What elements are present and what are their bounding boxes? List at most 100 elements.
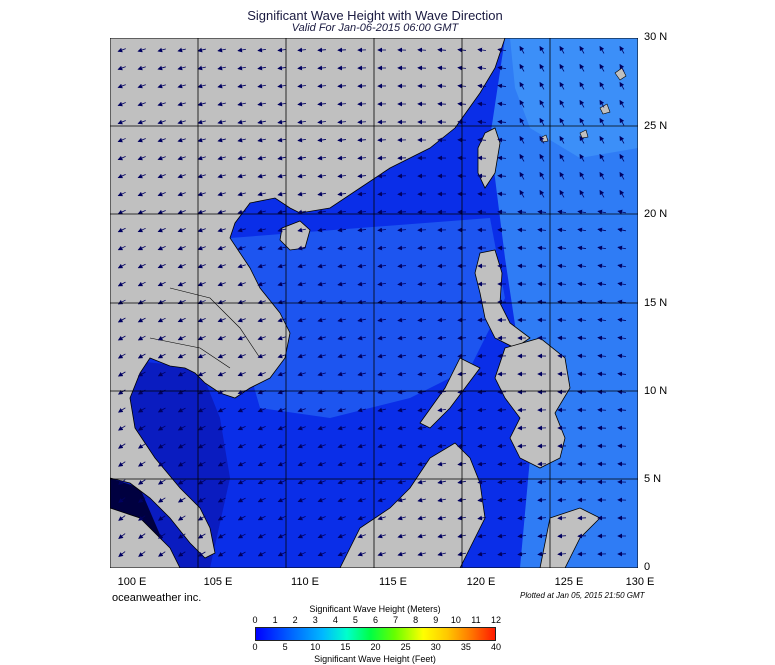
wave-arrow: [118, 443, 126, 449]
wave-arrow: [617, 389, 627, 395]
wave-arrow: [559, 45, 565, 54]
wave-arrow: [397, 443, 406, 449]
wave-arrow: [617, 407, 627, 413]
wave-arrow: [257, 497, 266, 503]
wave-arrow: [497, 551, 507, 557]
wave-arrow: [597, 371, 607, 377]
wave-arrow: [277, 173, 286, 179]
wave-arrow: [437, 281, 447, 287]
wave-arrow: [317, 209, 327, 215]
wave-arrow: [117, 407, 126, 413]
wave-arrow: [579, 189, 585, 198]
wave-arrow: [357, 209, 367, 215]
wave-arrow: [257, 443, 266, 449]
wave-arrow: [157, 407, 166, 413]
wave-arrow: [137, 65, 146, 71]
wave-arrow: [437, 299, 447, 305]
wave-arrow: [617, 245, 627, 251]
wave-arrow: [297, 281, 306, 287]
wave-arrow: [417, 443, 426, 449]
wave-arrow: [317, 227, 327, 233]
wave-arrow: [357, 245, 367, 251]
feet-tick: 25: [400, 642, 411, 652]
wave-arrow: [237, 191, 246, 197]
wave-arrow: [377, 479, 386, 485]
wave-arrow: [417, 515, 426, 521]
wave-arrow: [237, 65, 247, 71]
wave-arrow: [377, 407, 386, 413]
wave-arrow: [377, 443, 386, 449]
wave-arrow: [277, 101, 287, 107]
wave-arrow: [297, 47, 307, 53]
wave-arrow: [158, 551, 166, 557]
meters-tick: 6: [372, 615, 378, 625]
wave-arrow: [337, 407, 346, 413]
wave-arrow: [257, 551, 266, 557]
wave-arrow: [417, 551, 426, 557]
wave-arrow: [297, 461, 306, 467]
wave-arrow: [237, 317, 246, 323]
wave-arrow: [617, 317, 627, 323]
wave-arrow: [497, 155, 507, 161]
wave-arrow: [137, 353, 146, 359]
wave-arrow: [397, 227, 407, 233]
wave-arrow: [177, 245, 186, 251]
wave-arrow: [557, 317, 567, 323]
wave-arrow: [357, 407, 366, 413]
wave-arrow: [599, 45, 605, 54]
wave-arrow: [597, 299, 607, 305]
wave-arrow: [357, 551, 366, 557]
wave-arrow: [617, 425, 627, 431]
wave-arrow: [377, 245, 387, 251]
wave-arrow: [117, 173, 126, 179]
wave-arrow: [417, 281, 427, 287]
wave-arrow: [177, 47, 186, 53]
feet-tick: 15: [340, 642, 351, 652]
wave-arrow: [417, 371, 427, 377]
wave-arrow: [317, 173, 327, 179]
wave-arrow: [577, 317, 587, 323]
wave-arrow: [317, 533, 326, 539]
wave-arrow: [397, 551, 406, 557]
wave-arrow: [539, 153, 545, 162]
wave-arrow: [217, 191, 226, 197]
wave-arrow: [197, 119, 206, 125]
wave-arrow: [217, 263, 226, 269]
wave-arrow: [117, 119, 126, 125]
wave-arrow: [297, 101, 307, 107]
wave-arrow: [417, 407, 427, 413]
wave-arrow: [317, 371, 326, 377]
wave-arrow: [257, 407, 266, 413]
wave-arrow: [277, 371, 286, 377]
wave-arrow: [118, 497, 126, 503]
wave-arrow: [357, 533, 366, 539]
wave-arrow: [377, 425, 386, 431]
wave-arrow: [557, 245, 567, 251]
wave-arrow: [357, 137, 367, 143]
wave-arrow: [377, 371, 386, 377]
wave-arrow: [357, 425, 366, 431]
wave-arrow: [417, 299, 427, 305]
wave-arrow: [237, 101, 246, 107]
wave-arrow: [177, 227, 186, 233]
wave-arrow: [497, 443, 507, 449]
wave-arrow: [197, 371, 206, 377]
wave-arrow: [557, 533, 567, 539]
wave-arrow: [377, 389, 386, 395]
wave-arrow: [257, 533, 266, 539]
wave-arrow: [117, 155, 126, 161]
wave-arrow: [337, 245, 347, 251]
wave-arrow: [137, 407, 146, 413]
wave-arrow: [217, 245, 226, 251]
wave-arrow: [197, 353, 206, 359]
wave-arrow: [197, 479, 206, 485]
wave-arrow: [177, 479, 186, 485]
wave-arrow: [257, 155, 266, 161]
wave-arrow: [337, 101, 347, 107]
wave-arrow: [237, 425, 246, 431]
wave-arrow: [197, 137, 206, 143]
wave-arrow: [377, 173, 387, 179]
wave-arrow: [477, 101, 487, 107]
wave-arrow: [357, 317, 366, 323]
wave-arrow: [477, 353, 487, 359]
